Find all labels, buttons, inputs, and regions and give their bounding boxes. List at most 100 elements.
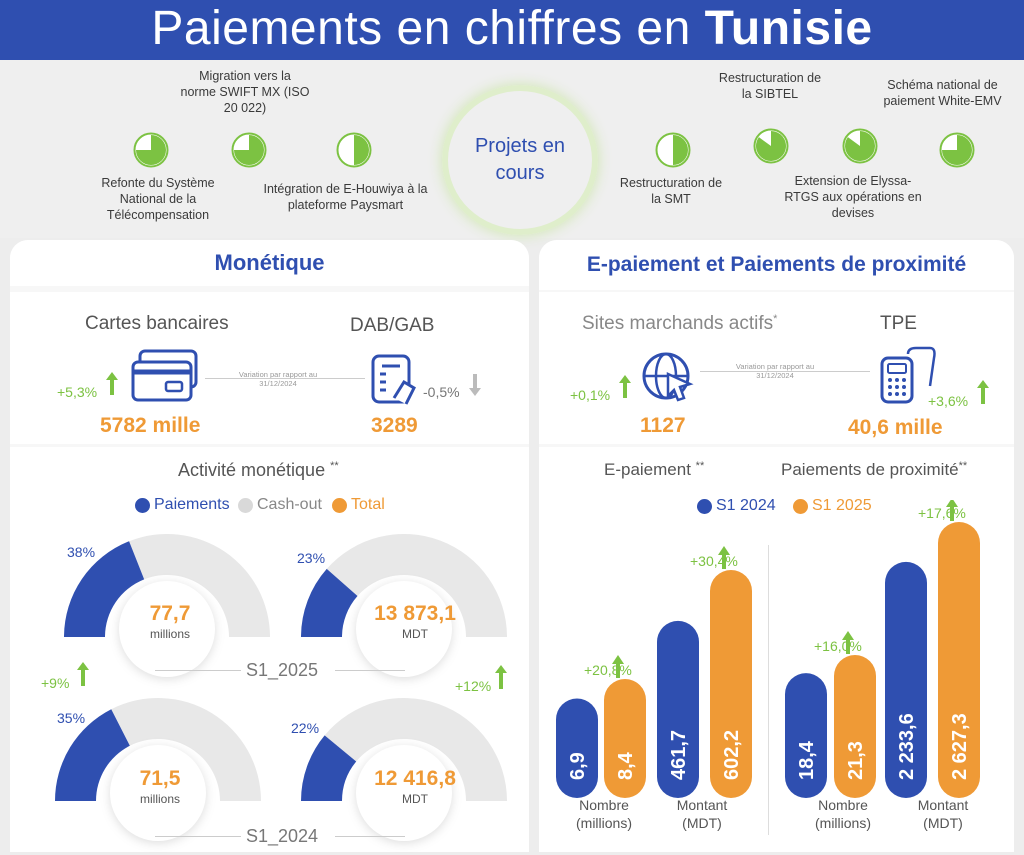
donut-unit-2: MDT (402, 627, 429, 641)
legend-paiements: Paiements (135, 496, 230, 514)
donut-center-1 (119, 581, 215, 677)
epay-bar-label-1-s1-2025: 602,2 (721, 730, 743, 780)
donut-value-3: 71,5 (140, 767, 181, 790)
donut-cashout-3 (111, 698, 261, 801)
donut-cashout-2 (326, 533, 507, 637)
donut-pct-label-1: 38% (67, 544, 95, 560)
prox-bar-1-s1-2024 (885, 561, 927, 798)
tpe-arrow-icon (977, 380, 989, 388)
epay-bar-label-0-s1-2024: 6,9 (567, 752, 589, 780)
legend-s1-2025-label: S1 2025 (812, 497, 872, 514)
monetique-variation-note: Variation par rapport au 31/12/2024 (238, 370, 318, 388)
epay-star: ** (695, 460, 705, 472)
donut-pct-label-4: 22% (291, 720, 319, 736)
tpe-label: TPE (880, 313, 917, 334)
prox-bar-label-0-s1-2025: 21,3 (845, 741, 867, 780)
donut-unit-3: millions (140, 792, 180, 806)
projects-center-ring: Projets en cours (442, 85, 598, 235)
project-label-7: Schéma national de paiement White-EMV (883, 78, 1002, 108)
prox-variation-0: +16,0% (814, 638, 862, 654)
epaiement-connector (700, 371, 870, 372)
legend-total-label: Total (351, 496, 385, 513)
tpe-arrow-stem (981, 388, 985, 404)
sites-star: * (773, 313, 778, 325)
epay-montant-label: Montant (MDT) (676, 797, 728, 831)
project-label-2: Migration vers la norme SWIFT MX (ISO 20… (180, 69, 310, 115)
prox-montant-label: Montant (MDT) (917, 797, 969, 831)
activite-donut-charts: 38% 77,7 millions 23% 13 873,1 MDT 35% 71,5 mill… (55, 533, 507, 841)
donut-center-3 (110, 745, 206, 841)
cartes-up-arrow-stem (110, 380, 114, 395)
donut-center-4 (356, 745, 452, 841)
prox-variation-arrow-icon-0 (842, 631, 854, 640)
legend-s1-2024-label: S1 2024 (716, 497, 776, 514)
donut-center-2 (356, 581, 452, 677)
title-bold: Tunisie (704, 2, 873, 55)
projects-center-label: Projets en cours (474, 135, 566, 184)
epay-bar-1-s1-2024 (657, 620, 699, 798)
sites-label-text: Sites marchands actifs (582, 313, 774, 334)
legend-s1-2024-dot (697, 498, 712, 514)
epay-bar-1-s1-2025 (710, 570, 752, 798)
page-title: Paiements en chiffres en Tunisie (0, 0, 1024, 60)
s1-2025-label: S1_2025 (246, 660, 319, 680)
prox-star: ** (958, 460, 968, 472)
s1-2024-line-right (335, 836, 405, 837)
prox-variation-arrow-stem-1 (950, 507, 954, 521)
activite-title: Activité monétique ** (178, 460, 339, 481)
epay-bar-label-0-s1-2025: 8,4 (615, 751, 637, 780)
epay-bar-0-s1-2024 (556, 698, 598, 798)
donut-paiements-1 (64, 541, 145, 637)
tpe-variation: +3,6% (928, 393, 969, 409)
donut-pct-label-3: 35% (57, 710, 85, 726)
epay-variation-arrow-stem-1 (722, 555, 726, 569)
globe-cursor-icon (642, 352, 694, 402)
epaiement-variation-note: Variation par rapport au 31/12/2024 (735, 362, 815, 380)
dab-down-arrow-stem (473, 374, 477, 388)
donut-paiements-3 (55, 709, 130, 801)
activite-title-text: Activité monétique (178, 460, 326, 480)
legend-total-dot (332, 497, 347, 513)
donut-value-1: 77,7 (150, 602, 191, 625)
project-label-3: Intégration de E-Houwiya à la plateforme… (263, 182, 428, 212)
epay-label: E-paiement ** (604, 460, 704, 480)
legend-paiements-label: Paiements (154, 496, 230, 513)
sites-label: Sites marchands actifs* (582, 313, 777, 335)
prox-variation-arrow-stem-0 (846, 640, 850, 654)
epay-variation-arrow-stem-0 (616, 664, 620, 678)
atm-icon (371, 354, 416, 405)
activite-count-arrow-stem (81, 670, 85, 686)
donut-paiements-4 (301, 735, 357, 801)
epay-variation-arrow-icon-1 (718, 546, 730, 555)
cartes-value: 5782 mille (100, 414, 201, 437)
activite-amount-variation: +12% (455, 678, 492, 694)
title-light: Paiements en chiffres en (151, 2, 691, 55)
epay-variation-0: +20,8% (584, 662, 632, 678)
donut-pct-label-2: 23% (297, 550, 325, 566)
cartes-up-arrow-icon (106, 372, 118, 380)
activite-count-variation: +9% (41, 675, 70, 691)
sites-arrow-stem (623, 383, 627, 398)
activite-count-arrow-icon (77, 662, 89, 670)
sites-arrow-icon (619, 375, 631, 383)
legend-cashout-dot (238, 497, 253, 513)
credit-card-icon (131, 349, 198, 402)
epay-label-text: E-paiement (604, 460, 691, 479)
s1-2025-line-right (335, 670, 405, 671)
epaiement-bar-charts: 6,9 8,4 +20,8% 461,7 602,2 +30,4% 18,4 21,3 +16,… (556, 500, 980, 798)
legend-s1-2025-dot (793, 498, 808, 514)
prox-bar-1-s1-2025 (938, 522, 980, 798)
monetique-title: Monétique (10, 240, 529, 286)
project-label-4: Restructuration de la SMT (619, 176, 723, 206)
epay-bar-label-1-s1-2024: 461,7 (668, 730, 690, 780)
project-label-1: Refonte du Système National de la Téléco… (101, 176, 215, 222)
donut-cashout-4 (324, 697, 507, 801)
donut-cashout-1 (129, 534, 270, 637)
prox-bar-label-1-s1-2025: 2 627,3 (949, 713, 971, 780)
legend-total: Total (332, 496, 385, 514)
donut-value-4: 12 416,8 (374, 767, 456, 790)
legend-paiements-dot (135, 497, 150, 513)
donut-paiements-2 (301, 568, 358, 637)
legend-cashout-label: Cash-out (257, 496, 322, 513)
epay-variation-arrow-icon-0 (612, 655, 624, 664)
